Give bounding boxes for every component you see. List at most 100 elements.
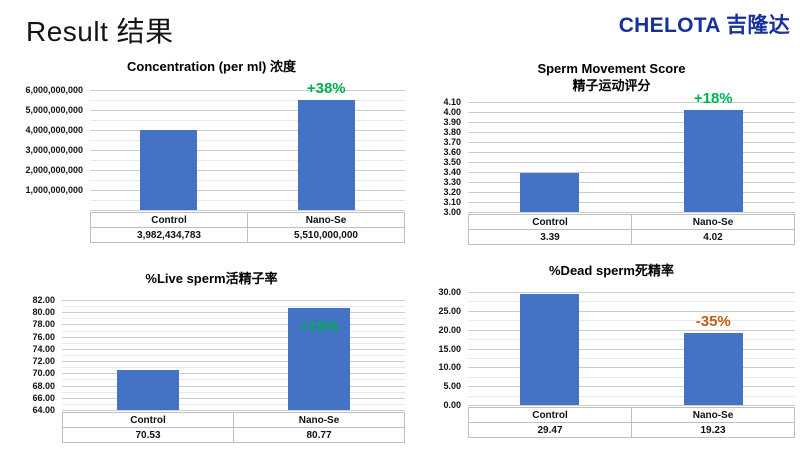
- y-axis-tick-label: 3.20: [443, 187, 461, 197]
- gridline: [468, 122, 795, 123]
- y-axis-tick-label: 3,000,000,000: [25, 145, 83, 155]
- chart-title: Sperm Movement Score: [537, 61, 686, 76]
- y-axis-tick-label: 68.00: [32, 380, 55, 391]
- y-axis-tick-label: 4,000,000,000: [25, 125, 83, 135]
- category-cell: Control: [62, 412, 234, 428]
- y-axis-tick-label: 0.00: [443, 400, 461, 410]
- gridline-minor: [62, 330, 405, 332]
- gridline-minor: [62, 306, 405, 308]
- y-axis-tick-label: 78.00: [32, 319, 55, 330]
- gridline: [62, 312, 405, 314]
- y-axis-tick-label: 3.00: [443, 207, 461, 217]
- change-label: +15%: [299, 317, 339, 335]
- chart-concentration: Concentration (per ml) 浓度 6,000,000,000 5…: [18, 58, 405, 243]
- category-cell: Control: [468, 214, 632, 230]
- gridline: [468, 132, 795, 133]
- chart-sperm-movement-score: Sperm Movement Score 精子运动评分 4.10 4.00 3.90…: [428, 60, 795, 245]
- value-cell: 29.47: [468, 422, 632, 438]
- chart-title: %Dead sperm死精率: [549, 263, 674, 278]
- category-cell: Control: [90, 212, 248, 228]
- y-axis-tick-label: 6,000,000,000: [25, 85, 83, 95]
- chart-dead-sperm: %Dead sperm死精率 30.00 25.00 20.00 15.00 10.00…: [428, 262, 795, 438]
- gridline-minor: [90, 140, 405, 141]
- y-axis-tick-label: 3.30: [443, 177, 461, 187]
- gridline: [468, 386, 795, 388]
- bar-control: [116, 370, 179, 410]
- bar-control: [140, 130, 198, 210]
- category-cell: Nano-Se: [631, 407, 795, 423]
- y-axis-tick-label: 66.00: [32, 392, 55, 403]
- gridline: [468, 142, 795, 143]
- value-cell: 80.77: [233, 427, 405, 443]
- y-axis-tick-label: 25.00: [438, 305, 461, 316]
- value-cell: 19.23: [631, 422, 795, 438]
- bar-control: [520, 293, 580, 405]
- y-axis-tick-label: 10.00: [438, 362, 461, 373]
- gridline: [468, 162, 795, 163]
- gridline: [468, 329, 795, 331]
- gridline-minor: [62, 391, 405, 393]
- gridline: [468, 292, 795, 293]
- gridline: [468, 192, 795, 193]
- gridline-minor: [90, 180, 405, 181]
- gridline-minor: [468, 376, 795, 378]
- y-axis-tick-label: 20.00: [438, 324, 461, 335]
- plot-area: +38%: [90, 80, 405, 211]
- gridline: [90, 170, 405, 171]
- y-axis-tick-label: 80.00: [32, 307, 55, 318]
- gridline-minor: [62, 379, 405, 381]
- gridline: [468, 172, 795, 173]
- gridline: [468, 367, 795, 369]
- gridline: [90, 130, 405, 131]
- gridline-minor: [62, 367, 405, 369]
- category-cell: Control: [468, 407, 632, 423]
- plot-area: +18%: [468, 90, 795, 213]
- bar-nano-se: [683, 332, 743, 405]
- data-table: Control Nano-Se 3,982,434,783 5,510,000,000: [90, 212, 405, 243]
- y-axis-tick-label: 5.00: [443, 381, 461, 392]
- y-axis: 6,000,000,000 5,000,000,000 4,000,000,000 3…: [18, 85, 90, 210]
- gridline: [90, 150, 405, 151]
- value-cell: 4.02: [631, 229, 795, 245]
- y-axis-tick-label: 4.10: [443, 97, 461, 107]
- gridline-minor: [468, 339, 795, 341]
- data-table: Control Nano-Se 70.53 80.77: [62, 412, 405, 443]
- gridline: [62, 336, 405, 338]
- chart-title: %Live sperm活精子率: [145, 271, 278, 286]
- plot-area: -35%: [468, 292, 795, 406]
- y-axis-tick-label: 3.90: [443, 117, 461, 127]
- y-axis-tick-label: 74.00: [32, 343, 55, 354]
- bar-nano-se: [683, 110, 743, 212]
- y-axis-tick-label: 82.00: [32, 295, 55, 305]
- gridline: [90, 190, 405, 191]
- gridline-minor: [62, 342, 405, 344]
- gridline-minor: [62, 355, 405, 356]
- category-cell: Nano-Se: [631, 214, 795, 230]
- category-cell: Nano-Se: [233, 412, 405, 428]
- y-axis-tick-label: 3.40: [443, 167, 461, 177]
- y-axis-tick-label: 15.00: [438, 343, 461, 354]
- gridline: [468, 310, 795, 312]
- gridline: [62, 397, 405, 399]
- gridline-minor: [468, 320, 795, 322]
- gridline: [62, 324, 405, 326]
- bar-nano-se: [297, 99, 355, 210]
- y-axis-tick-label: 72.00: [32, 356, 55, 367]
- company-logo: CHELOTA 吉隆达: [618, 14, 790, 37]
- y-axis-tick-label: 3.60: [443, 147, 461, 157]
- y-axis-tick-label: 76.00: [32, 331, 55, 342]
- gridline-minor: [90, 100, 405, 101]
- y-axis-tick-label: 3.80: [443, 127, 461, 137]
- gridline: [468, 405, 795, 406]
- y-axis-tick-label: 30.00: [438, 287, 461, 297]
- gridline-minor: [62, 318, 405, 320]
- y-axis-tick-label: 3.10: [443, 197, 461, 207]
- gridline: [90, 210, 405, 211]
- value-cell: 3,982,434,783: [90, 227, 248, 243]
- gridline: [62, 385, 405, 387]
- change-label: +18%: [693, 90, 733, 107]
- y-axis-tick-label: 3.50: [443, 157, 461, 167]
- gridline: [468, 112, 795, 113]
- y-axis: 4.10 4.00 3.90 3.80 3.70 3.60 3.50 3.40 3.30 3.20…: [428, 97, 468, 217]
- y-axis-tick-label: 2,000,000,000: [25, 165, 83, 175]
